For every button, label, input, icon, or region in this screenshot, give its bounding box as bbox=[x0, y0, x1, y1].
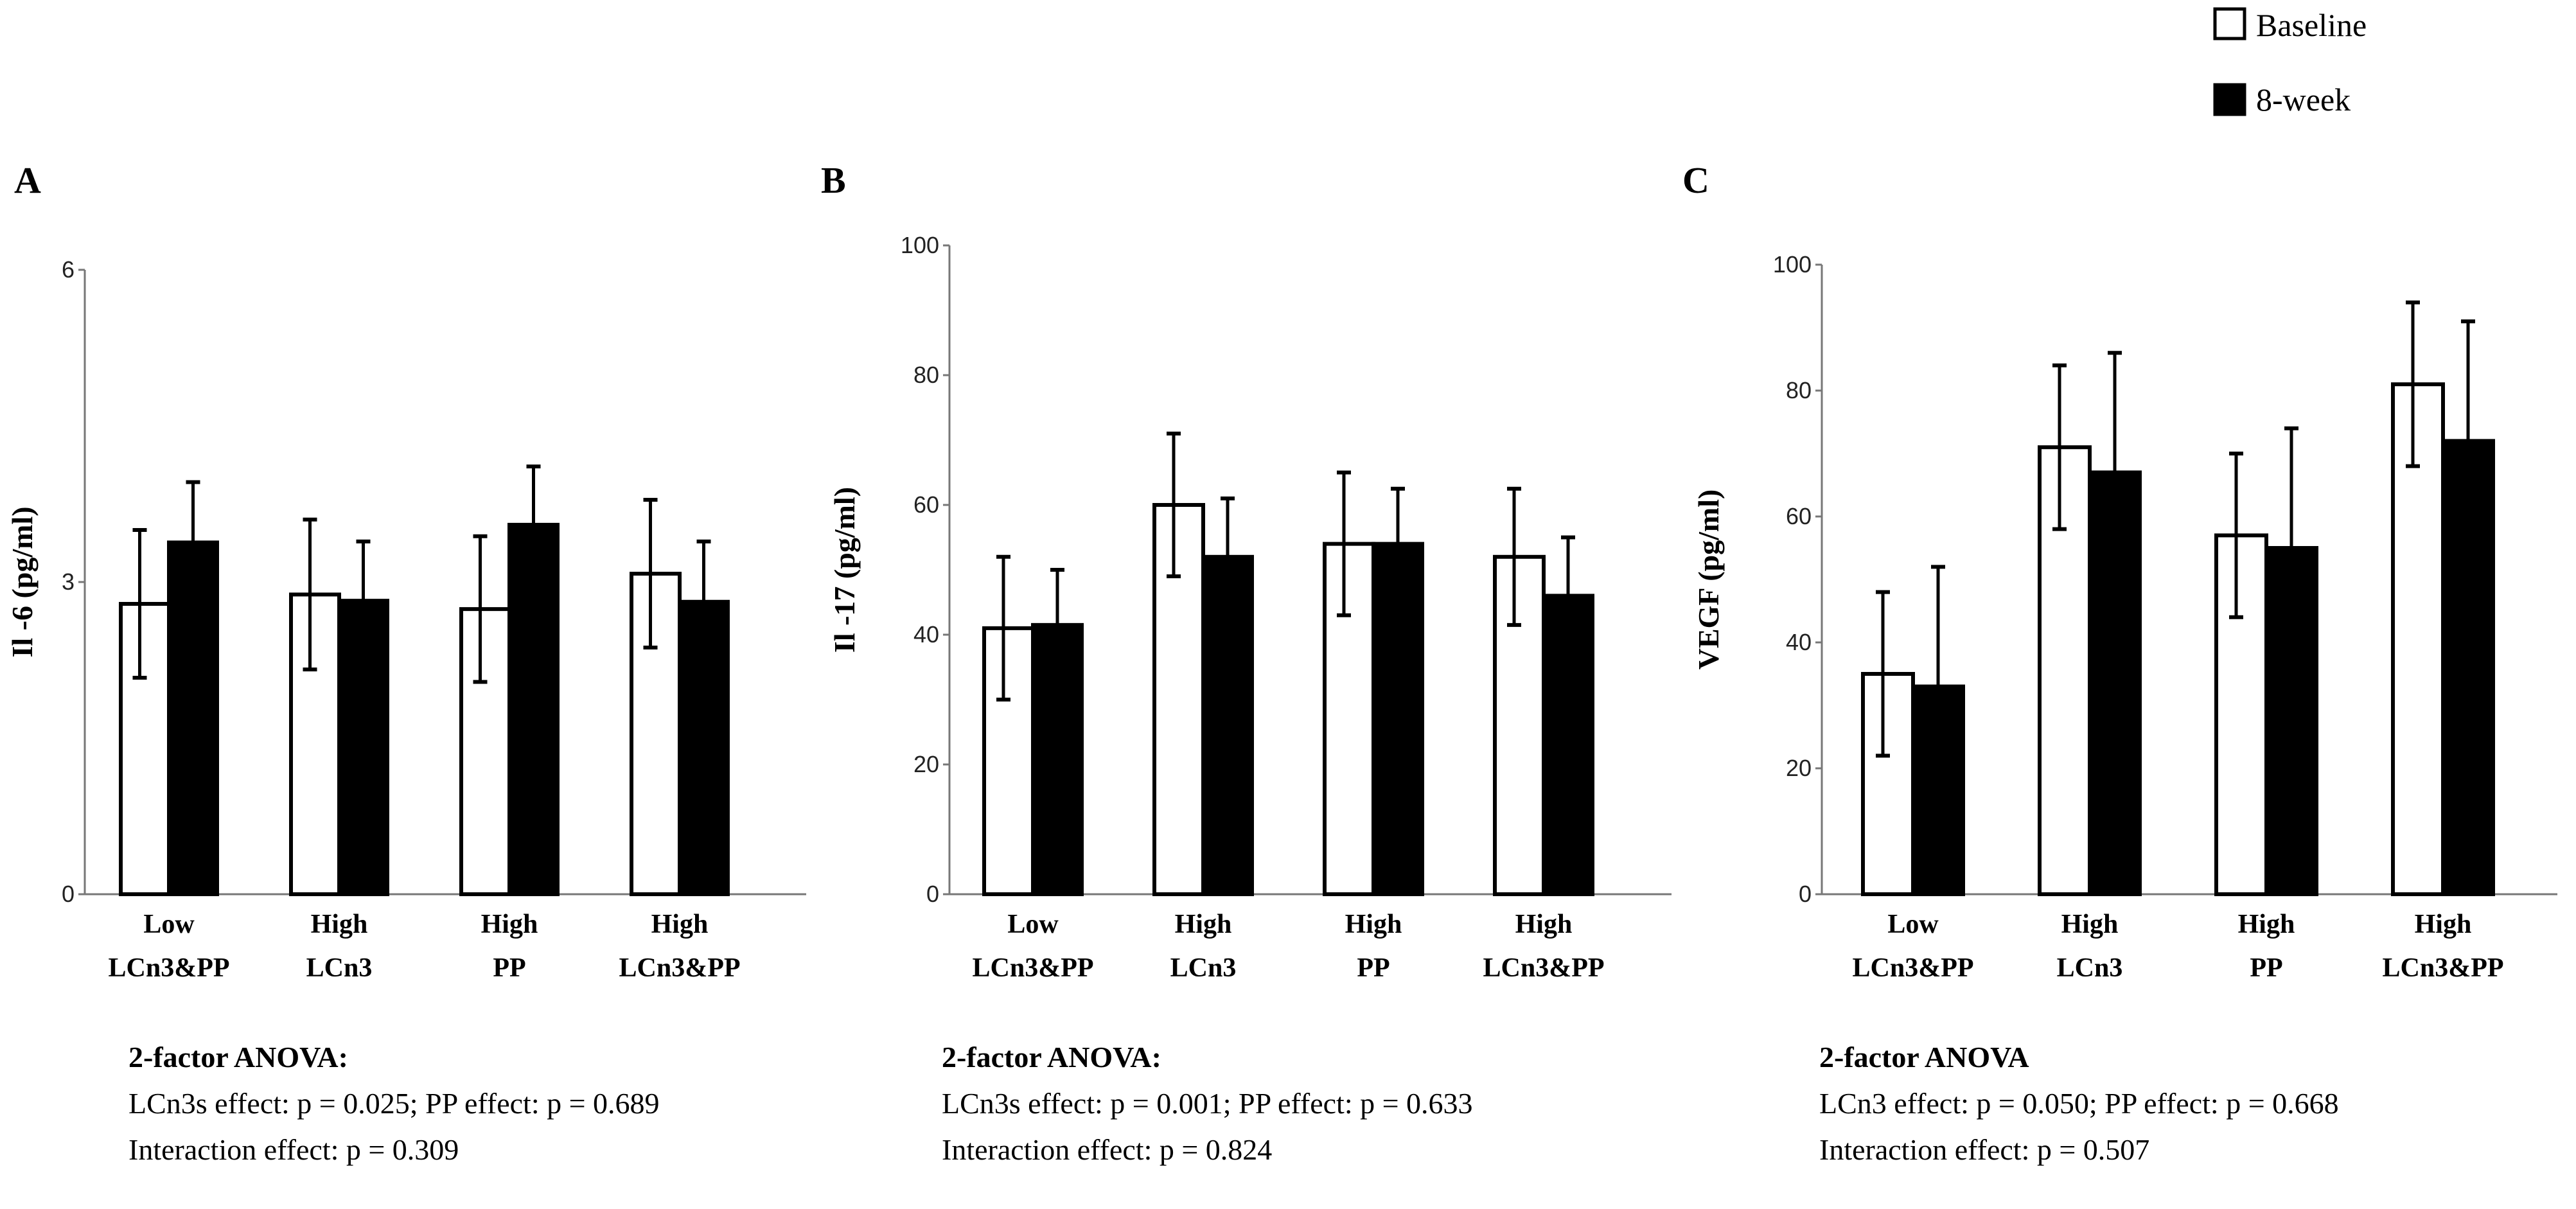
y-axis-label: Il -6 (pg/ml) bbox=[6, 506, 39, 657]
bar-8-week bbox=[1031, 622, 1084, 896]
anova-b: 2-factor ANOVA: LCn3s effect: p = 0.001;… bbox=[942, 1034, 1473, 1173]
category-label: PP bbox=[1357, 953, 1389, 983]
y-tick-label: 80 bbox=[1786, 377, 1812, 403]
bar-8-week bbox=[167, 540, 219, 896]
panel-label: B bbox=[821, 159, 846, 201]
anova-line: Interaction effect: p = 0.824 bbox=[942, 1133, 1273, 1166]
y-tick-label: 40 bbox=[913, 621, 939, 648]
bar-8-week bbox=[2441, 439, 2495, 896]
category-label: High bbox=[2238, 910, 2295, 939]
y-axis-label: VEGF (pg/ml) bbox=[1692, 490, 1725, 670]
bar-8-week bbox=[2088, 470, 2142, 896]
category-label: Low bbox=[1007, 910, 1059, 939]
y-tick-label: 0 bbox=[926, 881, 939, 907]
category-label: LCn3&PP bbox=[1853, 953, 1974, 983]
bar-8-week bbox=[678, 599, 730, 897]
anova-c: 2-factor ANOVA LCn3 effect: p = 0.050; P… bbox=[1819, 1034, 2339, 1173]
bar-baseline bbox=[1861, 672, 1915, 896]
bar-baseline bbox=[630, 572, 682, 896]
anova-title: 2-factor ANOVA: bbox=[942, 1041, 1161, 1073]
bar-8-week bbox=[1542, 594, 1594, 897]
y-axis-label: Il -17 (pg/ml) bbox=[828, 487, 861, 653]
category-label: High bbox=[481, 910, 538, 939]
category-label: LCn3 bbox=[2057, 953, 2123, 983]
bar-8-week bbox=[1201, 554, 1254, 896]
y-tick-label: 20 bbox=[913, 751, 939, 777]
y-tick-label: 6 bbox=[62, 256, 75, 283]
bar-baseline bbox=[2214, 533, 2268, 896]
y-tick-label: 0 bbox=[1799, 881, 1812, 907]
category-label: LCn3&PP bbox=[2383, 953, 2504, 983]
y-tick-label: 80 bbox=[913, 362, 939, 388]
y-tick-label: 100 bbox=[901, 232, 939, 258]
bar-baseline bbox=[289, 592, 341, 896]
legend-swatch-8-week bbox=[2213, 83, 2246, 116]
category-label: LCn3&PP bbox=[619, 953, 741, 983]
y-tick-label: 3 bbox=[62, 569, 75, 595]
anova-line: LCn3 effect: p = 0.050; PP effect: p = 0… bbox=[1819, 1087, 2339, 1120]
category-label: PP bbox=[493, 953, 525, 983]
category-label: High bbox=[651, 910, 709, 939]
bar-baseline bbox=[1323, 542, 1375, 896]
bar-8-week bbox=[337, 599, 389, 896]
category-label: High bbox=[1515, 910, 1573, 939]
category-label: High bbox=[1175, 910, 1232, 939]
y-tick-label: 20 bbox=[1786, 755, 1812, 781]
category-label: LCn3 bbox=[306, 953, 373, 983]
bar-baseline bbox=[119, 602, 171, 897]
category-label: High bbox=[2415, 910, 2472, 939]
category-label: High bbox=[311, 910, 368, 939]
anova-line: Interaction effect: p = 0.309 bbox=[128, 1133, 459, 1166]
panel-label: C bbox=[1682, 159, 1709, 201]
category-label: High bbox=[2061, 910, 2119, 939]
y-tick-label: 60 bbox=[913, 491, 939, 518]
legend-swatch-baseline bbox=[2213, 7, 2246, 40]
bar-baseline bbox=[982, 626, 1035, 897]
anova-title: 2-factor ANOVA bbox=[1819, 1041, 2029, 1073]
bar-8-week bbox=[1911, 684, 1965, 896]
category-label: Low bbox=[1887, 910, 1939, 939]
bar-baseline bbox=[2038, 445, 2092, 896]
anova-line: LCn3s effect: p = 0.001; PP effect: p = … bbox=[942, 1087, 1473, 1120]
anova-line: Interaction effect: p = 0.507 bbox=[1819, 1133, 2150, 1166]
bar-baseline bbox=[2391, 382, 2445, 896]
anova-line: LCn3s effect: p = 0.025; PP effect: p = … bbox=[128, 1087, 660, 1120]
category-label: LCn3&PP bbox=[973, 953, 1094, 983]
category-label: Low bbox=[143, 910, 195, 939]
legend-label-baseline: Baseline bbox=[2256, 7, 2367, 43]
anova-title: 2-factor ANOVA: bbox=[128, 1041, 348, 1073]
anova-a: 2-factor ANOVA: LCn3s effect: p = 0.025;… bbox=[128, 1034, 660, 1173]
bar-8-week bbox=[2264, 546, 2318, 896]
category-label: PP bbox=[2250, 953, 2282, 983]
panel-label: A bbox=[14, 159, 41, 201]
y-tick-label: 40 bbox=[1786, 629, 1812, 655]
bar-baseline bbox=[459, 607, 511, 896]
category-label: LCn3 bbox=[1170, 953, 1237, 983]
y-tick-label: 60 bbox=[1786, 503, 1812, 529]
bar-8-week bbox=[1372, 542, 1424, 896]
category-label: LCn3&PP bbox=[1483, 953, 1605, 983]
category-label: LCn3&PP bbox=[109, 953, 230, 983]
y-tick-label: 100 bbox=[1773, 251, 1812, 278]
bar-baseline bbox=[1493, 554, 1546, 896]
legend-label-8-week: 8-week bbox=[2256, 82, 2351, 118]
category-label: High bbox=[1345, 910, 1402, 939]
bar-baseline bbox=[1152, 503, 1205, 896]
bar-8-week bbox=[507, 522, 560, 896]
y-tick-label: 0 bbox=[62, 881, 75, 907]
